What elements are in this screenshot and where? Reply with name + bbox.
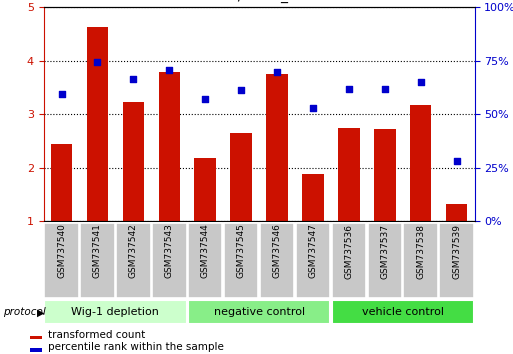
- Text: negative control: negative control: [213, 307, 305, 318]
- FancyBboxPatch shape: [224, 223, 259, 298]
- Text: GSM737547: GSM737547: [308, 224, 318, 279]
- Point: [201, 96, 209, 102]
- Title: GDS5185 / ILMN_1231851: GDS5185 / ILMN_1231851: [168, 0, 350, 3]
- Text: GSM737540: GSM737540: [57, 224, 66, 279]
- Bar: [87, 27, 108, 221]
- Text: ▶: ▶: [37, 307, 45, 318]
- Bar: [30, 348, 42, 352]
- Point: [417, 79, 425, 85]
- Point: [93, 59, 102, 64]
- Text: protocol: protocol: [3, 307, 45, 318]
- Text: Wig-1 depletion: Wig-1 depletion: [71, 307, 160, 318]
- FancyBboxPatch shape: [331, 301, 474, 324]
- FancyBboxPatch shape: [44, 301, 187, 324]
- Text: GSM737539: GSM737539: [452, 224, 461, 279]
- Bar: [194, 158, 216, 221]
- Text: GSM737545: GSM737545: [236, 224, 246, 279]
- FancyBboxPatch shape: [116, 223, 151, 298]
- Point: [309, 105, 317, 110]
- FancyBboxPatch shape: [367, 223, 402, 298]
- Text: GSM737538: GSM737538: [416, 224, 425, 279]
- Text: GSM737537: GSM737537: [380, 224, 389, 279]
- Text: percentile rank within the sample: percentile rank within the sample: [48, 342, 224, 352]
- Point: [345, 86, 353, 92]
- Bar: [30, 336, 42, 339]
- Point: [129, 76, 137, 82]
- FancyBboxPatch shape: [260, 223, 294, 298]
- Point: [273, 70, 281, 75]
- Bar: [159, 73, 180, 221]
- FancyBboxPatch shape: [295, 223, 330, 298]
- Point: [57, 91, 66, 97]
- Bar: [123, 102, 144, 221]
- Text: vehicle control: vehicle control: [362, 307, 444, 318]
- Bar: [410, 104, 431, 221]
- Text: GSM737546: GSM737546: [272, 224, 282, 279]
- Point: [452, 159, 461, 164]
- Text: GSM737536: GSM737536: [344, 224, 353, 279]
- FancyBboxPatch shape: [188, 301, 330, 324]
- Bar: [446, 204, 467, 221]
- Point: [237, 87, 245, 93]
- FancyBboxPatch shape: [152, 223, 187, 298]
- FancyBboxPatch shape: [403, 223, 438, 298]
- Text: GSM737543: GSM737543: [165, 224, 174, 279]
- Text: transformed count: transformed count: [48, 330, 145, 340]
- Point: [381, 86, 389, 92]
- Text: GSM737542: GSM737542: [129, 224, 138, 278]
- FancyBboxPatch shape: [188, 223, 223, 298]
- FancyBboxPatch shape: [331, 223, 366, 298]
- Text: GSM737544: GSM737544: [201, 224, 210, 278]
- Bar: [266, 74, 288, 221]
- FancyBboxPatch shape: [80, 223, 115, 298]
- FancyBboxPatch shape: [439, 223, 474, 298]
- Text: GSM737541: GSM737541: [93, 224, 102, 279]
- Bar: [230, 133, 252, 221]
- Bar: [374, 129, 396, 221]
- Bar: [302, 174, 324, 221]
- Bar: [51, 144, 72, 221]
- Bar: [338, 127, 360, 221]
- Point: [165, 67, 173, 73]
- FancyBboxPatch shape: [44, 223, 79, 298]
